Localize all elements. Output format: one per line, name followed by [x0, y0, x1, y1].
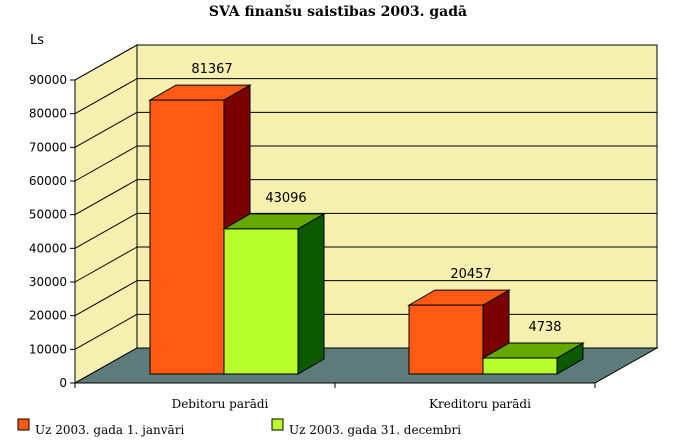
y-tick-label: 20000 [29, 309, 67, 323]
bar-front [149, 99, 225, 375]
gridline-side [74, 145, 138, 182]
y-tick-label: 50000 [29, 208, 67, 222]
bar-front [408, 304, 484, 375]
bar-side [297, 213, 325, 375]
data-label: 4738 [528, 320, 561, 335]
x-tick-label: Kreditoru parādi [429, 397, 531, 411]
data-label: 20457 [450, 267, 491, 282]
legend-label: Uz 2003. gada 1. janvāri [35, 423, 184, 437]
bar-1 [407, 289, 511, 375]
legend-swatch [271, 418, 284, 431]
y-tick-label: 40000 [29, 241, 67, 255]
y-tick-label: 80000 [29, 107, 67, 121]
bar-2 [222, 213, 326, 375]
y-tick-label: 10000 [29, 342, 67, 356]
gridline-side [74, 78, 138, 115]
bar-front [482, 357, 558, 375]
bar-front [223, 228, 299, 375]
y-tick-label: 60000 [29, 174, 67, 188]
data-label: 81367 [191, 62, 232, 77]
y-tick-label: 90000 [29, 73, 67, 87]
gridline-side [74, 212, 138, 249]
legend-label: Uz 2003. gada 31. decembri [289, 423, 461, 437]
x-tick-label: Debitoru parādi [172, 397, 269, 411]
y-tick-label: 0 [59, 376, 67, 390]
legend-swatch [17, 418, 30, 431]
y-tick-label: 30000 [29, 275, 67, 289]
chart-title: SVA finanšu saistības 2003. gadā [209, 4, 467, 20]
gridline-side [74, 246, 138, 283]
y-axis-unit: Ls [30, 33, 44, 48]
y-tick-label: 70000 [29, 140, 67, 154]
gridline-side [74, 44, 138, 81]
gridline-side [74, 179, 138, 216]
gridline-side [74, 313, 138, 350]
gridline-side [74, 280, 138, 317]
bar-2 [481, 342, 585, 375]
gridline-side [74, 111, 138, 148]
data-label: 43096 [265, 191, 306, 206]
